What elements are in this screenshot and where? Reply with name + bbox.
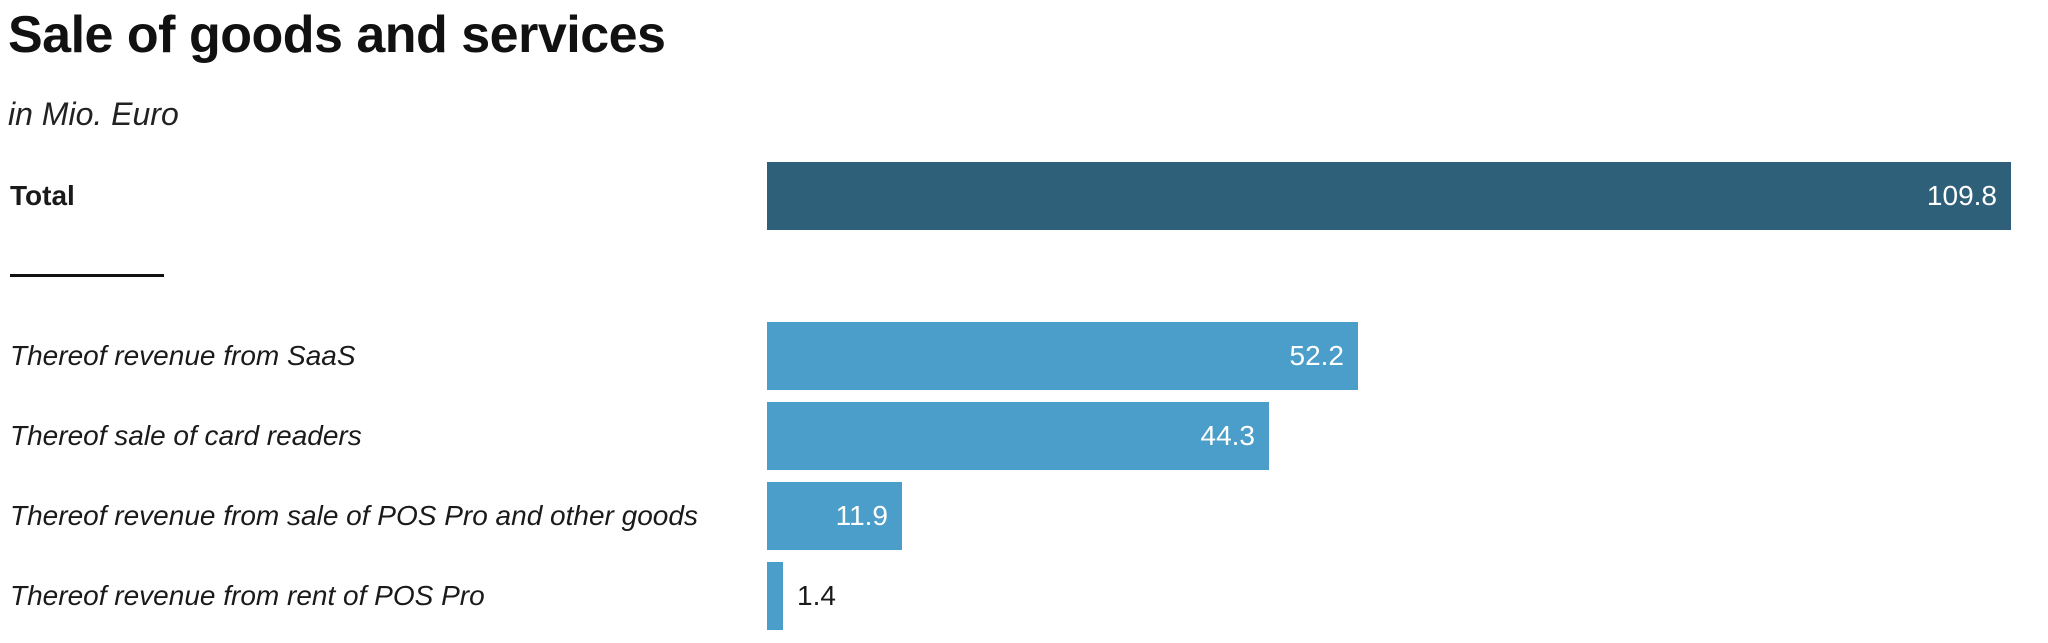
category-label: Thereof sale of card readers — [10, 420, 362, 451]
category-bar — [767, 322, 1358, 390]
total-separator-line — [10, 274, 164, 277]
category-label: Thereof revenue from rent of POS Pro — [10, 580, 485, 611]
bar-value-label: 52.2 — [1289, 340, 1345, 371]
category-bar — [767, 482, 902, 550]
category-label: Thereof revenue from SaaS — [10, 340, 356, 371]
category-bar — [767, 402, 1269, 470]
chart-title: Sale of goods and services — [8, 6, 666, 64]
bar-value-label: 11.9 — [835, 500, 888, 531]
category-bar — [767, 562, 783, 630]
bar-value-label: 1.4 — [797, 580, 836, 611]
category-label: Total — [10, 180, 75, 211]
bar-value-label: 44.3 — [1200, 420, 1256, 451]
bar-value-label: 109.8 — [1926, 180, 1997, 211]
total-bar — [767, 162, 2011, 230]
category-label: Thereof revenue from sale of POS Pro and… — [10, 500, 698, 531]
chart-subtitle: in Mio. Euro — [8, 96, 179, 132]
